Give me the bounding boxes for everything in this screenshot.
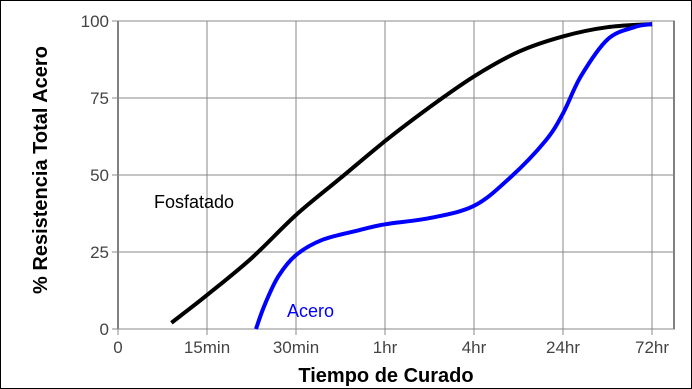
y-tick-label: 0 (100, 320, 109, 339)
x-tick-labels: 0 15min 30min 1hr 4hr 24hr 72hr (113, 338, 669, 357)
y-axis-title: % Resistencia Total Acero (30, 46, 52, 294)
series-line-fosfatado (170, 22, 653, 325)
series-lines (170, 22, 653, 330)
series-line-acero (254, 22, 653, 330)
x-axis-title: Tiempo de Curado (298, 365, 473, 387)
y-tick-label: 25 (90, 243, 109, 262)
x-tick-label: 4hr (462, 338, 487, 357)
y-tick-label: 50 (90, 166, 109, 185)
series-label-fosfatado: Fosfatado (154, 192, 234, 212)
x-tick-label: 15min (184, 338, 230, 357)
gridlines (112, 20, 674, 335)
y-tick-label: 100 (81, 12, 109, 31)
y-tick-label: 75 (90, 89, 109, 108)
x-tick-label: 30min (273, 338, 319, 357)
x-tick-label: 0 (113, 338, 122, 357)
series-label-acero: Acero (287, 301, 334, 321)
x-tick-label: 1hr (373, 338, 398, 357)
y-tick-labels: 0 25 50 75 100 (81, 12, 109, 339)
x-tick-label: 72hr (635, 338, 669, 357)
x-tick-label: 24hr (546, 338, 580, 357)
